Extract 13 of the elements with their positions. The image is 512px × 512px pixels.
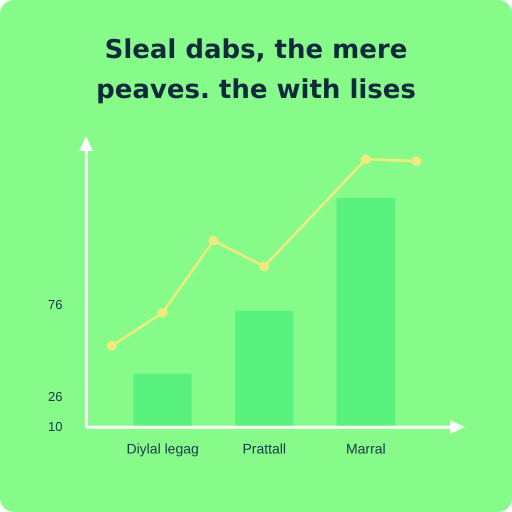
x-tick-label: Diylal legag [126,440,199,456]
point [259,262,269,272]
x-tick-label: Marral [346,440,386,456]
chart-title: Sleal dabs, the mere peaves. the with lises [95,34,417,107]
point [412,156,422,166]
y-tick-label: 10 [48,418,62,434]
y-tick-label: 26 [48,389,62,404]
x-tick-label: Prattall [242,440,286,456]
y-tick-label: 76 [48,296,62,312]
point [158,308,168,318]
point [361,154,371,164]
point [107,341,117,351]
point [208,236,218,246]
